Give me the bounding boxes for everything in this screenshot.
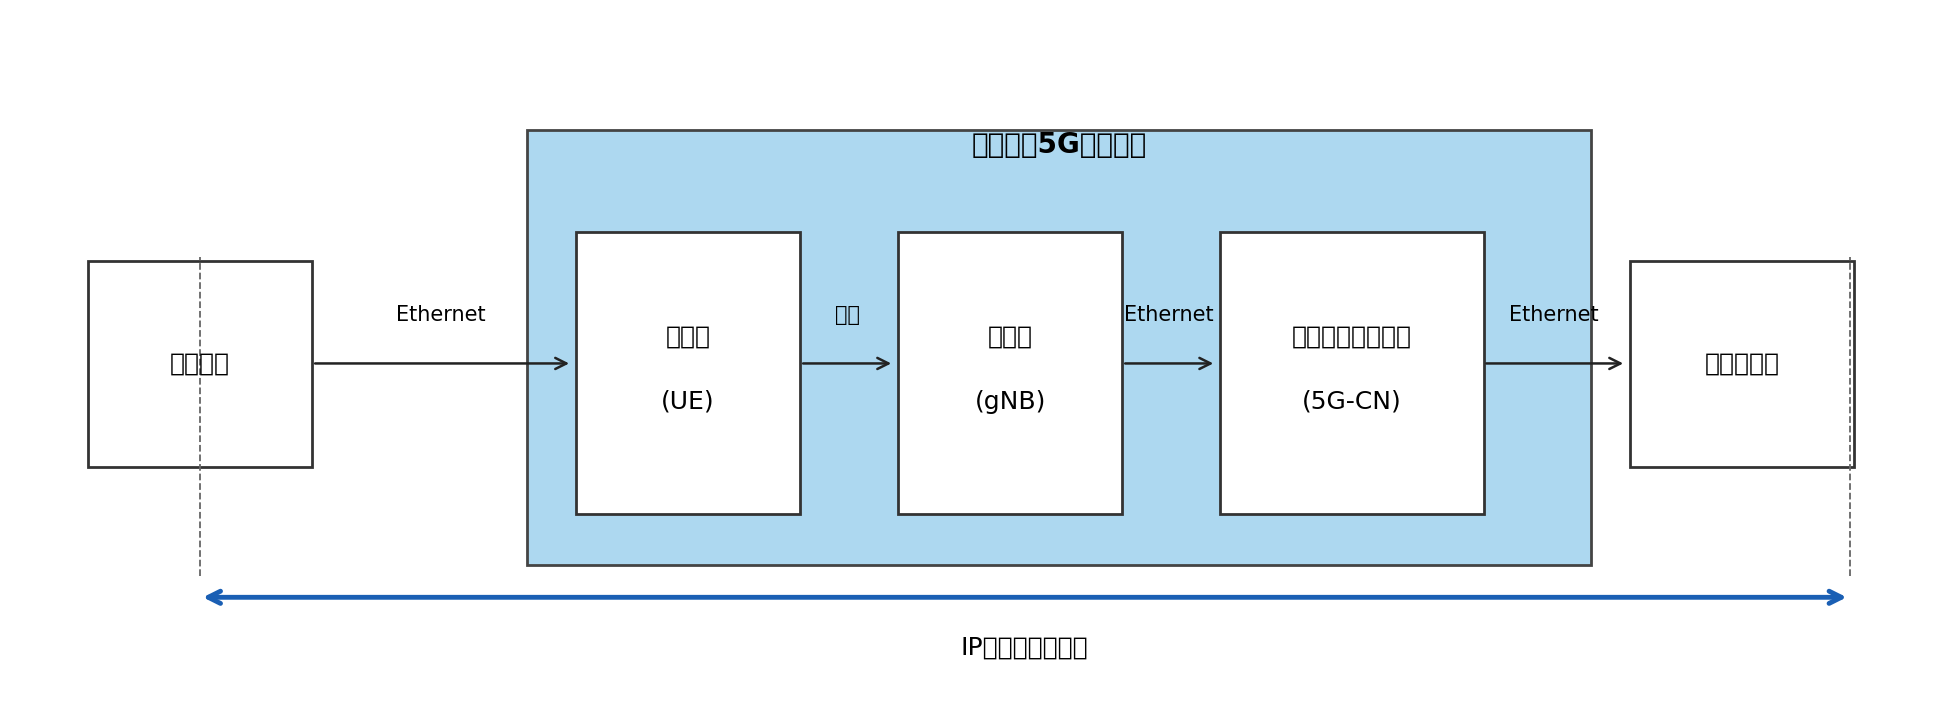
Text: コアネットワーク: コアネットワーク: [1292, 324, 1411, 349]
Text: Ethernet: Ethernet: [396, 305, 486, 325]
Text: 移動局: 移動局: [666, 324, 711, 349]
Text: (UE): (UE): [662, 390, 714, 414]
FancyBboxPatch shape: [1630, 261, 1854, 467]
FancyBboxPatch shape: [898, 232, 1122, 514]
Text: ローカル5Gシステム: ローカル5Gシステム: [972, 131, 1146, 159]
Text: Ethernet: Ethernet: [1509, 305, 1599, 325]
Text: IPパケットの通信: IPパケットの通信: [960, 636, 1089, 660]
FancyBboxPatch shape: [576, 232, 800, 514]
Text: Ethernet: Ethernet: [1124, 305, 1214, 325]
Text: デバイス: デバイス: [170, 352, 230, 376]
Text: (gNB): (gNB): [974, 390, 1046, 414]
Text: (5G-CN): (5G-CN): [1302, 390, 1402, 414]
FancyBboxPatch shape: [527, 130, 1591, 565]
Text: 基地局: 基地局: [988, 324, 1033, 349]
FancyBboxPatch shape: [88, 261, 312, 467]
FancyBboxPatch shape: [1220, 232, 1484, 514]
Text: 処理サーバ: 処理サーバ: [1704, 352, 1780, 376]
Text: 無線: 無線: [835, 305, 859, 325]
